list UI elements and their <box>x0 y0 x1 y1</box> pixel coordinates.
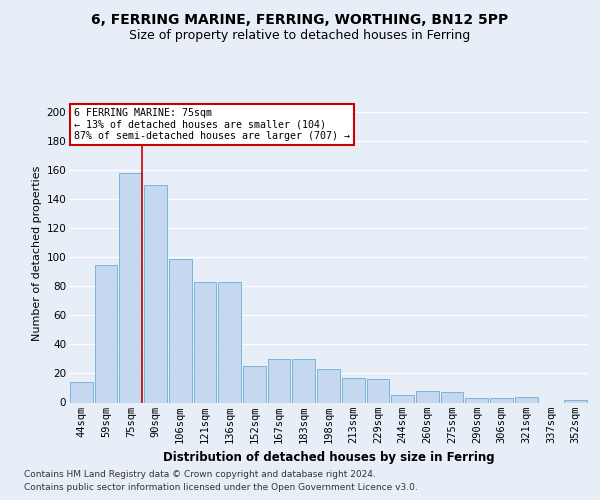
Text: Contains public sector information licensed under the Open Government Licence v3: Contains public sector information licen… <box>24 484 418 492</box>
Bar <box>243 366 266 403</box>
Bar <box>194 282 216 403</box>
Bar <box>70 382 93 402</box>
Bar <box>95 264 118 402</box>
Bar <box>416 391 439 402</box>
Bar <box>317 369 340 402</box>
Text: Contains HM Land Registry data © Crown copyright and database right 2024.: Contains HM Land Registry data © Crown c… <box>24 470 376 479</box>
Text: Size of property relative to detached houses in Ferring: Size of property relative to detached ho… <box>130 29 470 42</box>
Bar <box>515 396 538 402</box>
Bar <box>490 398 513 402</box>
Bar <box>169 259 191 402</box>
Bar <box>268 359 290 403</box>
Bar <box>391 395 414 402</box>
Bar <box>144 185 167 402</box>
Bar <box>367 380 389 402</box>
Bar <box>466 398 488 402</box>
X-axis label: Distribution of detached houses by size in Ferring: Distribution of detached houses by size … <box>163 451 494 464</box>
Y-axis label: Number of detached properties: Number of detached properties <box>32 166 43 342</box>
Text: 6 FERRING MARINE: 75sqm
← 13% of detached houses are smaller (104)
87% of semi-d: 6 FERRING MARINE: 75sqm ← 13% of detache… <box>74 108 350 141</box>
Text: 6, FERRING MARINE, FERRING, WORTHING, BN12 5PP: 6, FERRING MARINE, FERRING, WORTHING, BN… <box>91 12 509 26</box>
Bar <box>342 378 365 402</box>
Bar <box>119 173 142 402</box>
Bar <box>292 359 315 403</box>
Bar <box>218 282 241 403</box>
Bar <box>564 400 587 402</box>
Bar <box>441 392 463 402</box>
